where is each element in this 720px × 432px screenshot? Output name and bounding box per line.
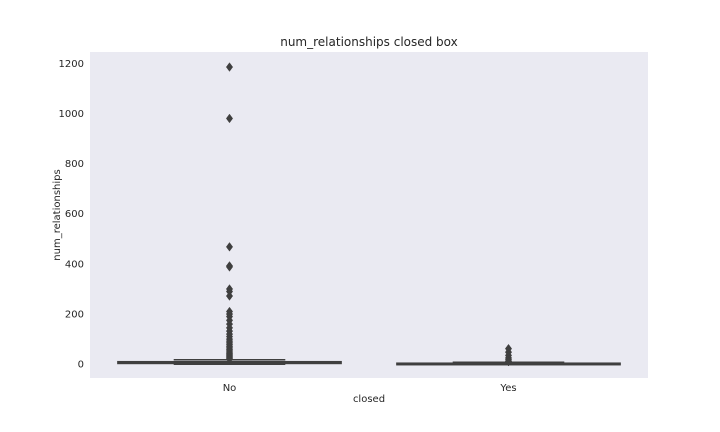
y-axis-label: num_relationships: [52, 169, 63, 260]
y-axis-ticks: 0 200 400 600 800 1000 1200: [59, 59, 84, 371]
x-tick-label: No: [223, 383, 237, 394]
chart-title: num_relationships closed box: [280, 35, 458, 49]
outlier-point: [225, 291, 234, 301]
x-axis-label: closed: [353, 394, 385, 405]
y-tick-label: 400: [65, 259, 84, 270]
x-tick-label: Yes: [499, 383, 516, 394]
x-axis-ticks: No Yes: [223, 383, 517, 394]
outlier-point: [225, 62, 234, 72]
box-group-yes: [396, 343, 621, 367]
plot-area: [90, 52, 648, 378]
y-tick-label: 1000: [59, 109, 84, 120]
outlier-point: [225, 242, 234, 252]
y-tick-label: 200: [65, 310, 84, 321]
y-tick-label: 600: [65, 209, 84, 220]
chart-marks: [117, 62, 621, 367]
outlier-point: [225, 113, 234, 124]
box-group-no: [117, 62, 342, 365]
outlier-point: [225, 354, 234, 364]
y-tick-label: 0: [78, 360, 84, 371]
outlier-point: [225, 262, 234, 272]
y-tick-label: 800: [65, 159, 84, 170]
y-tick-label: 1200: [59, 59, 84, 70]
outlier-point: [504, 356, 513, 367]
